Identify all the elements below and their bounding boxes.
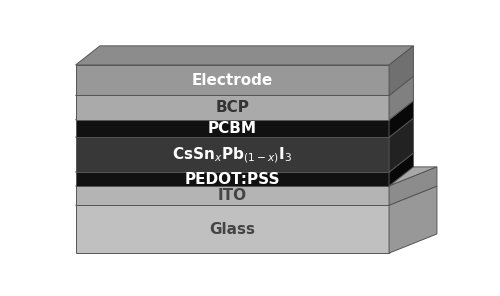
Polygon shape xyxy=(76,205,389,253)
Polygon shape xyxy=(389,153,413,186)
Text: Electrode: Electrode xyxy=(192,73,273,88)
Polygon shape xyxy=(76,186,437,205)
Polygon shape xyxy=(76,167,437,186)
Polygon shape xyxy=(389,186,437,253)
Polygon shape xyxy=(76,65,389,96)
Polygon shape xyxy=(389,167,437,205)
Polygon shape xyxy=(389,101,413,137)
Polygon shape xyxy=(389,118,413,172)
Text: CsSn$_x$Pb$_{(1-x)}$I$_3$: CsSn$_x$Pb$_{(1-x)}$I$_3$ xyxy=(172,145,292,165)
Polygon shape xyxy=(76,153,413,172)
Polygon shape xyxy=(76,46,413,65)
Text: PEDOT:PSS: PEDOT:PSS xyxy=(184,172,280,186)
Text: ITO: ITO xyxy=(218,188,247,203)
Polygon shape xyxy=(76,76,413,96)
Text: Glass: Glass xyxy=(210,222,256,237)
Polygon shape xyxy=(76,96,389,120)
Polygon shape xyxy=(389,46,413,96)
Polygon shape xyxy=(76,101,413,120)
Polygon shape xyxy=(76,120,389,137)
Text: BCP: BCP xyxy=(216,100,249,115)
Polygon shape xyxy=(389,76,413,120)
Polygon shape xyxy=(76,118,413,137)
Polygon shape xyxy=(76,186,389,205)
Text: PCBM: PCBM xyxy=(208,121,257,136)
Polygon shape xyxy=(76,137,389,172)
Polygon shape xyxy=(76,172,389,186)
